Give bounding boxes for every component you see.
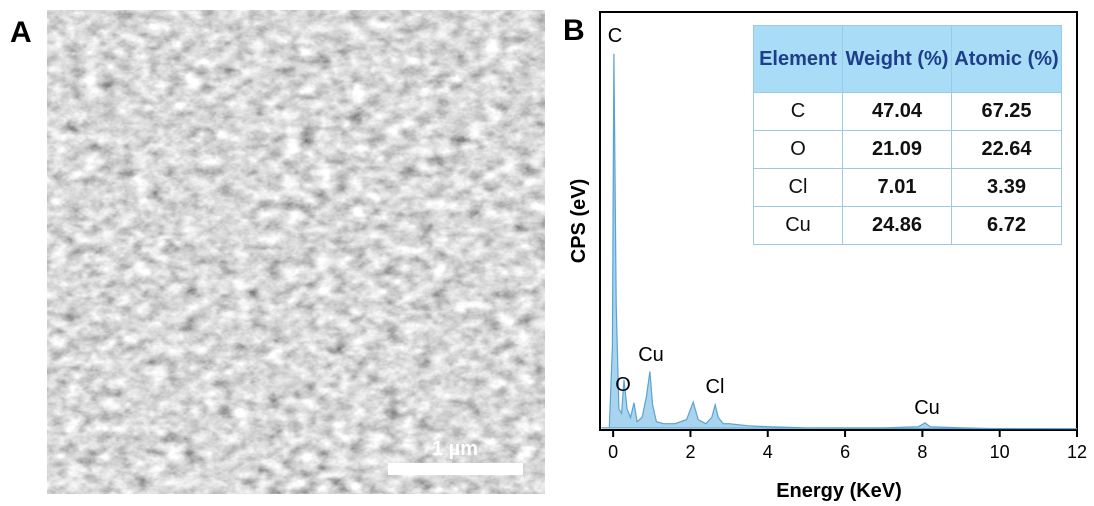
x-tick-label: 10 xyxy=(990,442,1010,462)
table-cell: 47.04 xyxy=(842,92,952,131)
table-cell: 7.01 xyxy=(842,168,952,207)
scale-bar-label: 1 µm xyxy=(432,438,478,460)
peak-label: C xyxy=(608,25,622,47)
composition-table: Element Weight (%) Atomic (%) C 47.04 67.2… xyxy=(753,25,1062,245)
panel-label: B xyxy=(563,14,585,47)
y-axis-label: CPS (eV) xyxy=(568,179,590,263)
x-tick-label: 6 xyxy=(840,442,850,462)
table-row: Cl 7.01 3.39 xyxy=(753,168,1062,207)
x-tick-label: 12 xyxy=(1067,442,1087,462)
spectrum xyxy=(601,53,1078,430)
peak-label: Cu xyxy=(638,344,664,366)
header-cell: Element xyxy=(753,25,843,93)
table-cell: 3.39 xyxy=(951,168,1062,207)
x-tick-label: 0 xyxy=(608,442,618,462)
table-row: C 47.04 67.25 xyxy=(753,92,1062,131)
table-header: Element Weight (%) Atomic (%) xyxy=(753,25,1062,93)
scale-bar xyxy=(388,463,523,475)
table-cell: Cu xyxy=(753,206,843,245)
header-cell: Weight (%) xyxy=(842,25,952,93)
peak-label: Cu xyxy=(914,397,940,419)
table-cell: 6.72 xyxy=(951,206,1062,245)
x-tick-label: 8 xyxy=(917,442,927,462)
plot-frame xyxy=(599,11,1078,431)
x-tick-label: 4 xyxy=(763,442,773,462)
table-cell: 21.09 xyxy=(842,130,952,169)
panel-label: A xyxy=(10,16,32,49)
header-cell: Atomic (%) xyxy=(951,25,1062,93)
table-row: Cu 24.86 6.72 xyxy=(753,206,1062,245)
table-cell: 24.86 xyxy=(842,206,952,245)
table-row: O 21.09 22.64 xyxy=(753,130,1062,169)
x-tick-label: 2 xyxy=(685,442,695,462)
table-cell: 22.64 xyxy=(951,130,1062,169)
sem-texture xyxy=(47,10,545,494)
table-cell: O xyxy=(753,130,843,169)
table-cell: C xyxy=(753,92,843,131)
table-cell: 67.25 xyxy=(951,92,1062,131)
x-axis-label: Energy (KeV) xyxy=(776,480,902,502)
peak-label: O xyxy=(615,374,631,396)
table-cell: Cl xyxy=(753,168,843,207)
peak-label: Cl xyxy=(706,376,725,398)
